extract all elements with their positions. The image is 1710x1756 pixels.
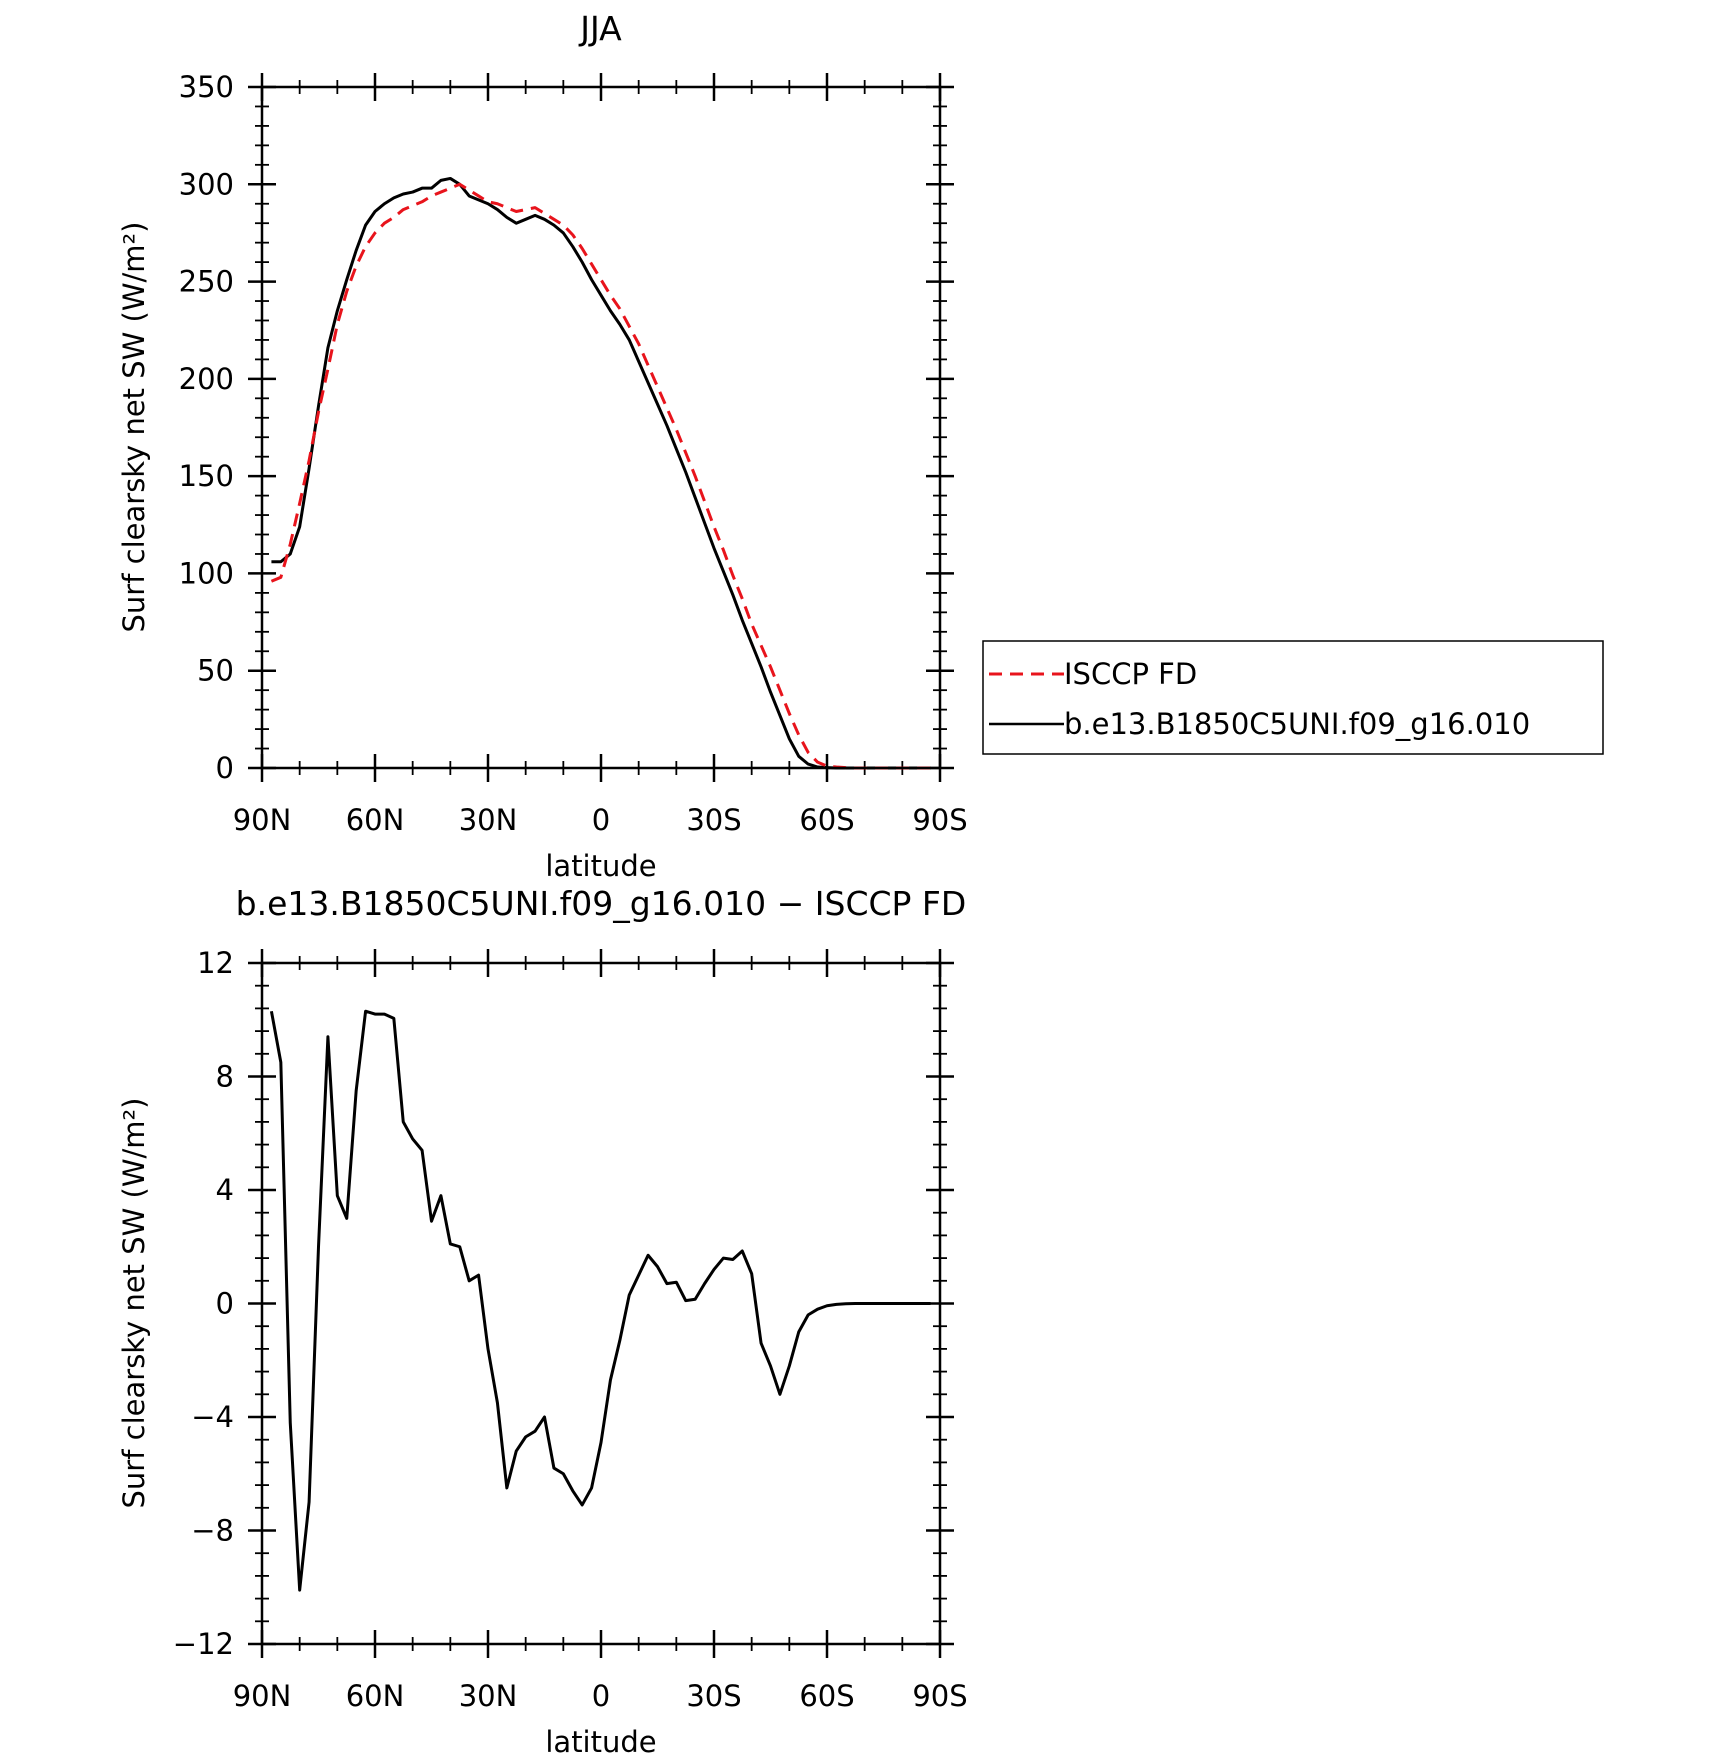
top-chart-title: JJA	[578, 9, 622, 48]
bottom-x-tick-label: 60S	[799, 1679, 854, 1713]
bottom-y-tick-label: 12	[197, 946, 234, 980]
top-y-tick-label: 250	[179, 265, 234, 299]
top-x-tick-label: 90N	[233, 803, 292, 837]
top-chart: JJA 90N 60N 30N 0 30S 60S 90S 0 50 100 150 200 250 3…	[117, 9, 1604, 883]
top-x-tick-label: 30S	[686, 803, 741, 837]
top-chart-plot-frame	[260, 85, 942, 770]
bottom-x-tick-label: 90N	[233, 1679, 292, 1713]
top-y-tick-label: 200	[179, 362, 234, 396]
top-y-tick-label: 300	[179, 167, 234, 201]
bottom-x-tick-label: 30N	[459, 1679, 518, 1713]
bottom-chart-y-axis-label: Surf clearsky net SW (W/m²)	[117, 1098, 151, 1509]
bottom-chart-title: b.e13.B1850C5UNI.f09_g16.010 − ISCCP FD	[236, 884, 967, 923]
top-x-tick-label: 30N	[459, 803, 518, 837]
bottom-series-line-0	[269, 1009, 931, 1592]
bottom-x-tick-label: 30S	[686, 1679, 741, 1713]
legend-label-model: b.e13.B1850C5UNI.f09_g16.010	[1064, 707, 1530, 741]
top-x-tick-label: 0	[592, 803, 610, 837]
bottom-x-tick-label: 60N	[346, 1679, 405, 1713]
top-y-tick-label: 350	[179, 70, 234, 104]
bottom-y-tick-label: −8	[191, 1514, 234, 1548]
bottom-y-tick-label: −12	[173, 1627, 234, 1661]
top-y-tick-label: 0	[216, 751, 234, 785]
top-chart-x-axis-label: latitude	[545, 849, 656, 883]
bottom-y-tick-label: 8	[216, 1060, 234, 1094]
bottom-chart-x-axis-label: latitude	[545, 1725, 656, 1756]
bottom-y-tick-label: 4	[216, 1173, 234, 1207]
top-series-line-0	[270, 182, 931, 770]
legend: ISCCP FD b.e13.B1850C5UNI.f09_g16.010	[982, 640, 1604, 755]
top-y-tick-label: 150	[179, 459, 234, 493]
top-x-tick-label: 60S	[799, 803, 854, 837]
bottom-y-tick-label: 0	[216, 1287, 234, 1321]
bottom-chart: b.e13.B1850C5UNI.f09_g16.010 − ISCCP FD …	[117, 884, 968, 1756]
top-y-tick-label: 50	[197, 654, 234, 688]
top-series-line-1	[271, 176, 931, 770]
top-x-tick-label: 90S	[912, 803, 967, 837]
bottom-x-tick-label: 0	[592, 1679, 610, 1713]
bottom-y-tick-label: −4	[191, 1400, 234, 1434]
bottom-x-tick-label: 90S	[912, 1679, 967, 1713]
legend-label-isccp: ISCCP FD	[1064, 657, 1197, 691]
bottom-chart-plot-frame	[260, 961, 942, 1646]
top-y-tick-label: 100	[179, 556, 234, 590]
top-x-tick-label: 60N	[346, 803, 405, 837]
legend-box	[982, 640, 1604, 755]
top-chart-y-axis-label: Surf clearsky net SW (W/m²)	[117, 222, 151, 633]
